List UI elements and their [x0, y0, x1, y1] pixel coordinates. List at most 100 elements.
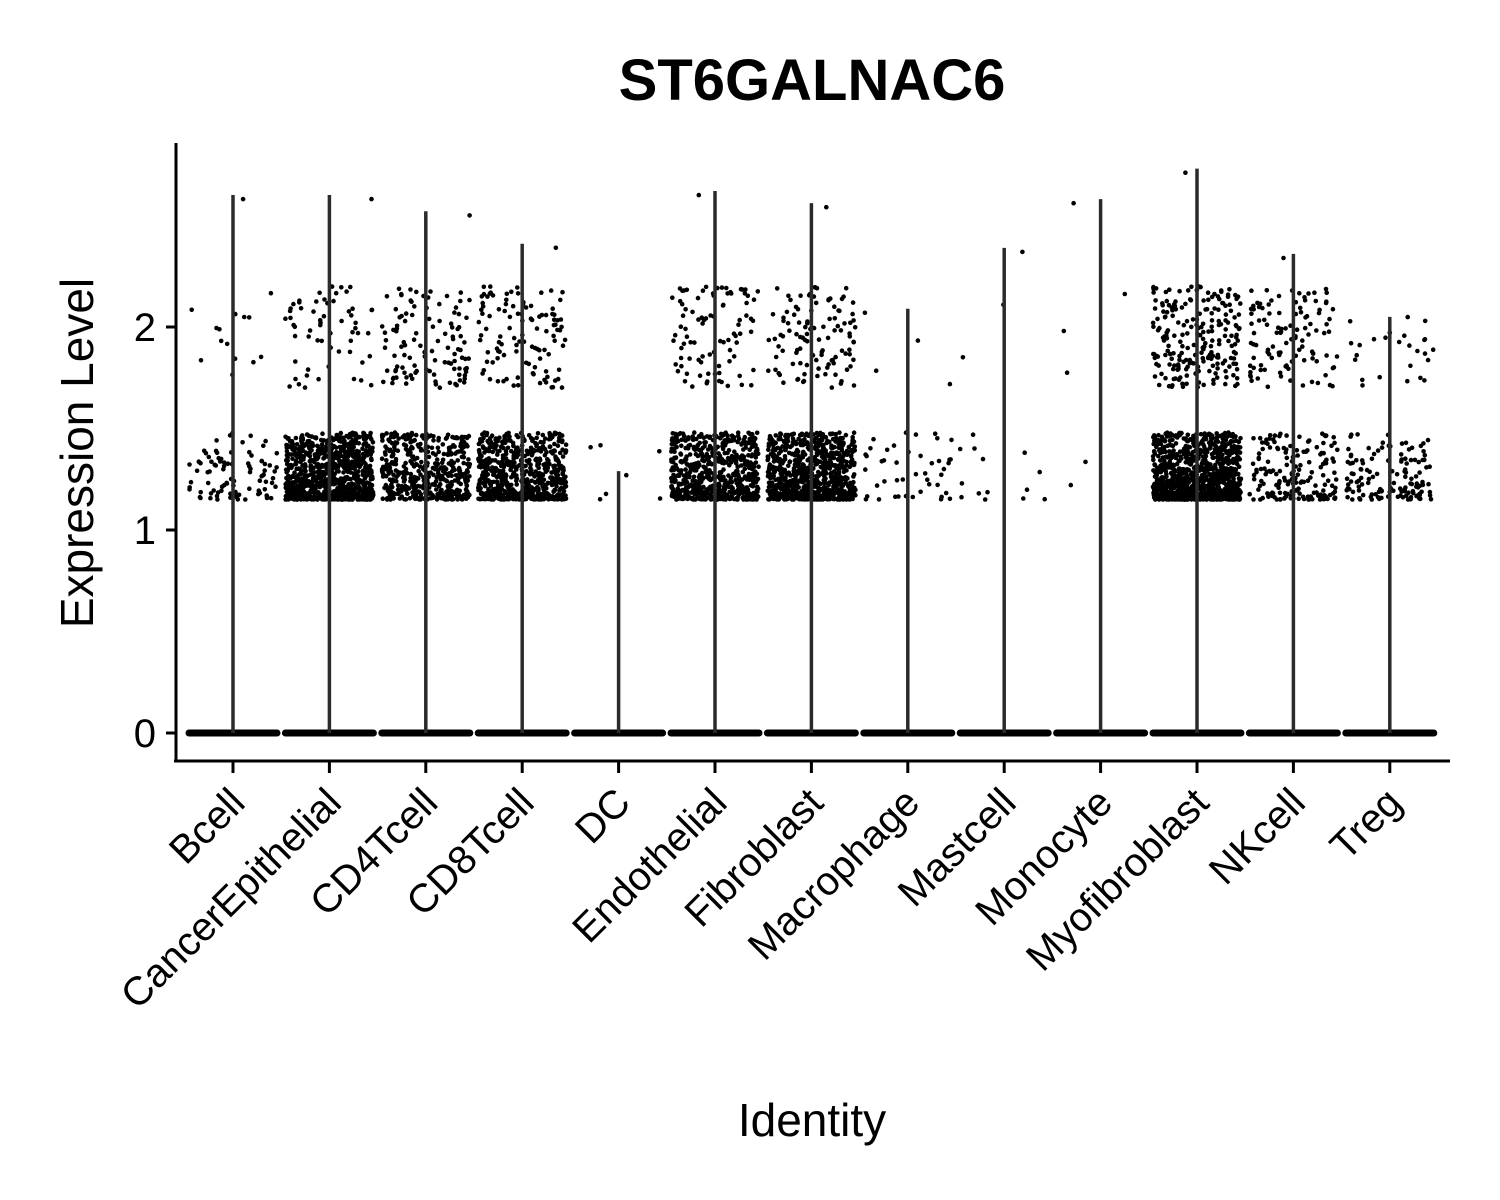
data-point-fibroblast: [832, 304, 837, 310]
data-point-cancerepithelial: [314, 299, 319, 304]
data-point-cancerepithelial: [293, 435, 299, 441]
data-point-cd8tcell: [476, 457, 481, 462]
data-point-cancerepithelial: [363, 465, 368, 470]
data-point-cd8tcell: [478, 491, 484, 497]
data-point-endothelial: [705, 447, 711, 452]
data-point-cd8tcell: [535, 472, 541, 478]
data-point-cd8tcell: [551, 489, 557, 494]
data-point-endothelial: [751, 297, 757, 303]
data-point-monocyte: [1064, 370, 1070, 376]
data-point-cd8tcell: [531, 488, 537, 493]
data-point-fibroblast: [833, 480, 838, 486]
data-point-endothelial: [753, 455, 759, 460]
data-point-cd8tcell: [550, 311, 555, 317]
data-point-cd8tcell: [490, 449, 496, 455]
data-point-endothelial: [683, 457, 689, 462]
data-point-mastcell: [1020, 249, 1025, 255]
data-point-macrophage: [879, 459, 885, 464]
data-point-fibroblast: [850, 311, 855, 317]
data-point-mastcell: [982, 497, 988, 502]
data-point-cd8tcell: [549, 475, 554, 481]
data-point-cd4tcell: [462, 471, 468, 477]
data-point-cancerepithelial: [350, 465, 356, 471]
data-point-fibroblast: [793, 492, 798, 498]
data-point-fibroblast: [766, 447, 771, 453]
data-point-cd4tcell: [412, 437, 418, 443]
data-point-cancerepithelial: [370, 445, 375, 451]
data-point-cd4tcell: [458, 481, 464, 487]
data-point-fibroblast: [766, 337, 772, 343]
data-point-cd8tcell: [512, 460, 517, 466]
data-point-cd8tcell: [501, 445, 506, 451]
data-point-endothelial: [736, 474, 742, 480]
data-point-cancerepithelial: [337, 458, 342, 464]
data-point-cd8tcell: [563, 496, 569, 501]
data-point-cd8tcell: [478, 486, 483, 491]
data-point-cancerepithelial: [309, 443, 315, 448]
data-point-fibroblast: [851, 318, 856, 323]
data-point-cd4tcell: [383, 338, 389, 343]
data-point-cancerepithelial: [319, 462, 325, 468]
data-point-cancerepithelial: [290, 441, 296, 447]
data-point-cancerepithelial: [339, 285, 344, 290]
data-point-cancerepithelial: [365, 452, 370, 458]
data-point-cancerepithelial: [315, 464, 321, 470]
data-point-endothelial: [680, 431, 686, 437]
data-point-cd8tcell: [542, 452, 548, 458]
data-point-cd4tcell: [437, 318, 442, 324]
data-point-fibroblast: [777, 478, 783, 483]
data-point-cd4tcell: [387, 448, 393, 454]
data-point-fibroblast: [847, 347, 852, 353]
data-point-cd4tcell: [403, 443, 409, 448]
data-point-cancerepithelial: [342, 496, 348, 502]
data-point-fibroblast: [769, 493, 775, 499]
data-point-bcell: [262, 487, 268, 492]
data-point-cancerepithelial: [344, 289, 349, 294]
data-point-endothelial: [690, 309, 695, 315]
data-point-cd4tcell: [403, 311, 409, 316]
data-point-cancerepithelial: [357, 434, 362, 440]
data-point-endothelial: [717, 483, 722, 489]
data-point-cd8tcell: [496, 348, 501, 354]
data-point-cd4tcell: [426, 434, 432, 439]
data-point-fibroblast: [840, 435, 845, 441]
data-point-cancerepithelial: [333, 445, 339, 450]
data-point-cd8tcell: [562, 337, 568, 343]
data-point-cd4tcell: [444, 493, 450, 499]
data-point-cd8tcell: [548, 288, 554, 293]
data-point-cd8tcell: [488, 491, 494, 497]
data-point-cd8tcell: [507, 325, 512, 331]
data-point-cd8tcell: [479, 453, 484, 459]
data-point-cancerepithelial: [348, 284, 353, 290]
data-point-cd8tcell: [532, 365, 538, 370]
data-point-endothelial: [688, 340, 693, 345]
data-point-cd4tcell: [463, 356, 468, 362]
data-point-fibroblast: [804, 362, 810, 368]
data-point-cd8tcell: [544, 328, 549, 334]
data-point-cd4tcell: [433, 479, 439, 484]
data-point-cancerepithelial: [355, 330, 361, 336]
data-point-cd4tcell: [456, 324, 462, 330]
data-point-fibroblast: [782, 438, 788, 444]
data-point-fibroblast: [828, 474, 834, 480]
data-point-endothelial: [672, 455, 677, 461]
data-point-endothelial: [708, 461, 714, 466]
data-point-cd8tcell: [477, 496, 483, 502]
data-point-cd4tcell: [396, 483, 401, 488]
data-point-cd8tcell: [503, 301, 509, 307]
data-point-cancerepithelial: [305, 367, 311, 372]
data-point-cancerepithelial: [318, 320, 323, 326]
data-point-cd8tcell: [562, 474, 567, 480]
data-point-endothelial: [685, 436, 691, 442]
data-point-endothelial: [690, 384, 695, 389]
data-point-cd8tcell: [553, 245, 559, 251]
data-point-cd8tcell: [514, 349, 519, 354]
data-point-monocyte: [1122, 291, 1128, 297]
data-point-macrophage: [947, 496, 953, 502]
data-point-cd8tcell: [561, 466, 566, 472]
data-point-mastcell: [959, 481, 965, 486]
data-point-cd4tcell: [413, 432, 419, 438]
data-point-fibroblast: [777, 372, 783, 378]
data-point-cd4tcell: [416, 468, 422, 474]
data-point-cd4tcell: [403, 446, 409, 452]
